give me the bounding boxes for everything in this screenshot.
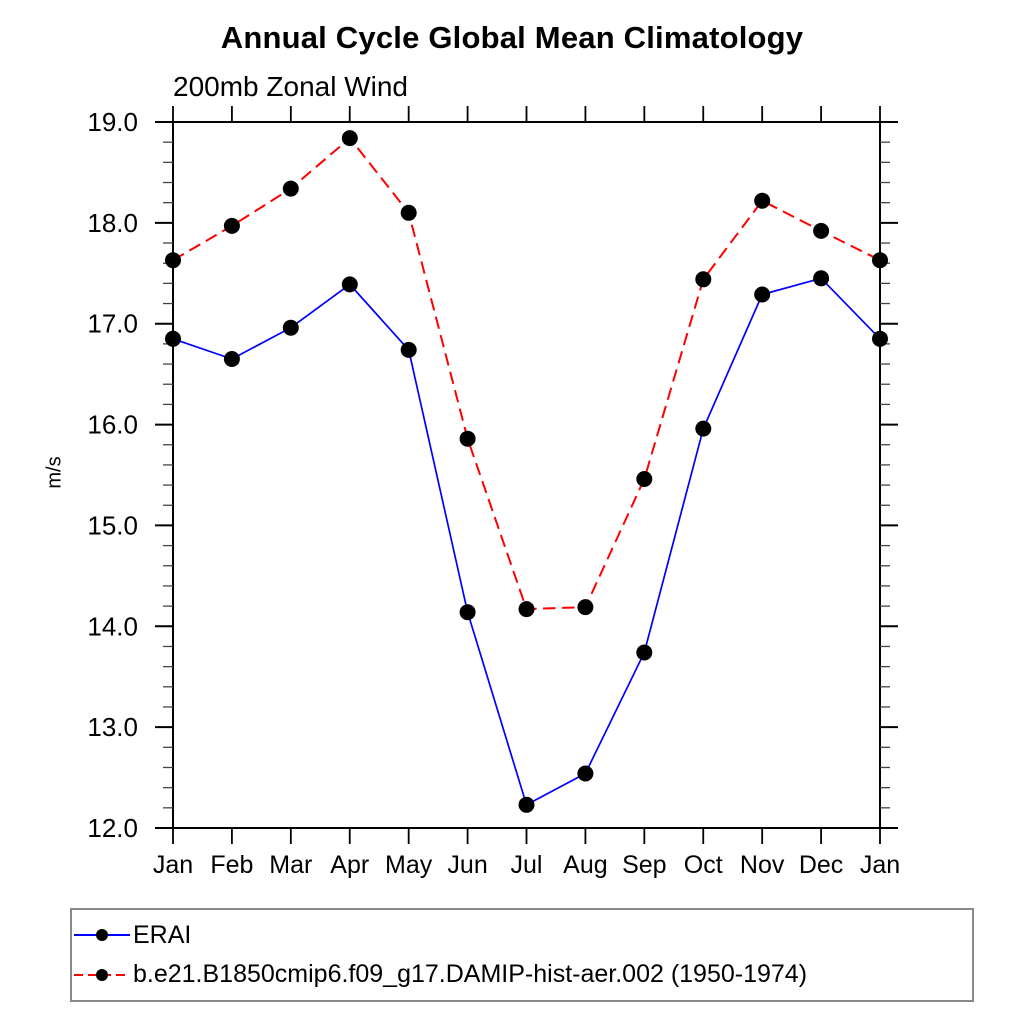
- y-axis-label: 16.0: [87, 410, 138, 440]
- data-point-series-0: [341, 276, 358, 293]
- x-axis-label: Jan: [860, 851, 900, 879]
- x-axis-label: Jan: [153, 851, 193, 879]
- x-axis-label: Aug: [563, 851, 607, 879]
- legend-label-erai: ERAI: [133, 920, 192, 949]
- data-point-series-0: [813, 270, 830, 287]
- data-point-series-1: [636, 471, 653, 487]
- y-axis-label: 18.0: [87, 208, 138, 238]
- data-point-series-1: [165, 252, 181, 269]
- x-axis-label: Apr: [330, 851, 369, 879]
- legend-row-erai: ERAI: [74, 921, 972, 950]
- data-point-series-0: [518, 796, 535, 813]
- data-point-series-0: [872, 330, 888, 347]
- data-point-series-1: [341, 130, 358, 147]
- legend: ERAI b.e21.B1850cmip6.f09_g17.DAMIP-hist…: [70, 908, 974, 1002]
- y-axis-label: 14.0: [87, 611, 138, 641]
- legend-marker-icon: [96, 968, 108, 981]
- x-axis-label: Oct: [684, 851, 723, 879]
- x-axis-label: Sep: [622, 851, 666, 879]
- chart-subtitle: 200mb Zonal Wind: [173, 71, 409, 102]
- x-axis-label: Jun: [447, 851, 487, 879]
- x-axis-label: Mar: [269, 851, 312, 879]
- y-axis-label: 15.0: [87, 510, 138, 540]
- data-point-series-1: [754, 192, 771, 209]
- data-point-series-1: [813, 222, 830, 239]
- y-axis-label: 19.0: [87, 107, 138, 137]
- data-point-series-1: [459, 430, 476, 447]
- data-point-series-1: [577, 599, 594, 616]
- data-point-series-0: [165, 330, 181, 347]
- data-point-series-0: [459, 604, 476, 621]
- data-point-series-0: [695, 420, 712, 437]
- data-point-series-0: [282, 319, 299, 336]
- data-point-series-1: [282, 180, 299, 197]
- plot-frame: [172, 121, 881, 829]
- y-axis-label: 12.0: [87, 813, 138, 843]
- chart-title: Annual Cycle Global Mean Climatology: [220, 20, 804, 55]
- y-axis-label: 17.0: [87, 309, 138, 339]
- data-point-series-0: [577, 765, 594, 782]
- x-axis-label: Jul: [511, 851, 543, 879]
- legend-swatch-erai: [74, 929, 130, 942]
- x-axis-label: Nov: [740, 851, 785, 879]
- legend-row-model: b.e21.B1850cmip6.f09_g17.DAMIP-hist-aer.…: [74, 960, 972, 989]
- data-point-series-1: [223, 217, 240, 234]
- data-point-series-0: [636, 644, 653, 661]
- legend-marker-icon: [96, 929, 108, 942]
- data-point-series-0: [754, 286, 771, 303]
- data-point-series-1: [872, 252, 888, 269]
- series-line-1: [172, 136, 881, 611]
- data-point-series-1: [518, 601, 535, 618]
- data-point-series-0: [223, 351, 240, 367]
- legend-swatch-model: [74, 968, 130, 981]
- x-axis-label: Dec: [799, 851, 843, 879]
- data-point-series-1: [400, 204, 417, 221]
- data-point-series-0: [400, 341, 417, 358]
- series-line-0: [172, 277, 881, 807]
- x-axis-label: Feb: [210, 851, 253, 879]
- x-axis-label: May: [385, 851, 433, 879]
- data-point-series-1: [695, 271, 712, 288]
- legend-label-model: b.e21.B1850cmip6.f09_g17.DAMIP-hist-aer.…: [133, 960, 808, 989]
- y-axis-label: 13.0: [87, 712, 138, 742]
